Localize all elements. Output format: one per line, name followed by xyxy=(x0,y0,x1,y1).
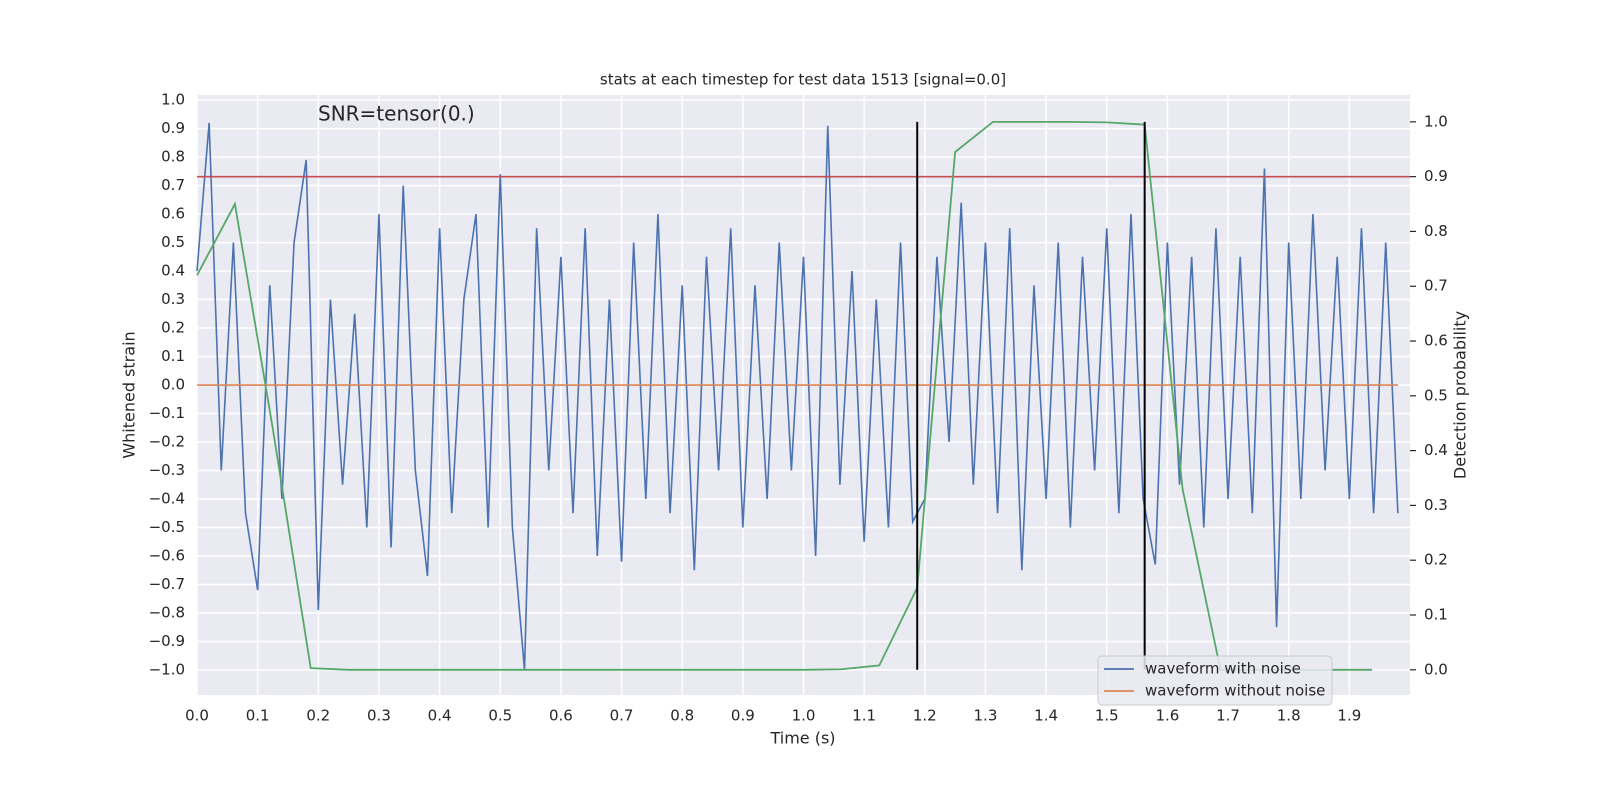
legend-label: waveform with noise xyxy=(1145,660,1301,678)
y-tick-label: −0.2 xyxy=(149,433,185,451)
x-tick-label: 1.8 xyxy=(1277,707,1301,725)
chart-title: stats at each timestep for test data 151… xyxy=(600,71,1006,89)
y-tick-label: −0.5 xyxy=(149,518,185,536)
y-tick-label: −0.1 xyxy=(149,404,185,422)
y2-tick-label: 0.3 xyxy=(1424,496,1448,514)
x-tick-label: 1.9 xyxy=(1337,707,1361,725)
x-axis-label: Time (s) xyxy=(769,729,835,748)
y-tick-label: −0.6 xyxy=(149,546,185,564)
y2-tick-label: 0.6 xyxy=(1424,332,1448,350)
y-tick-label: 0.4 xyxy=(161,262,185,280)
y-tick-label: 0.8 xyxy=(161,148,185,166)
y-axis-label: Whitened strain xyxy=(120,331,139,458)
y-tick-label: 0.0 xyxy=(161,376,185,394)
legend-label: waveform without noise xyxy=(1145,682,1325,700)
probability-line xyxy=(196,120,1373,671)
y2-tick-label: 0.5 xyxy=(1424,386,1448,404)
y-tick-label: 0.7 xyxy=(161,176,185,194)
y2-tick-label: 1.0 xyxy=(1424,112,1448,130)
x-tick-label: 0.0 xyxy=(185,707,209,725)
x-tick-label: 1.7 xyxy=(1216,707,1240,725)
y2-tick-label: 0.9 xyxy=(1424,167,1448,185)
x-tick-label: 1.4 xyxy=(1034,707,1058,725)
x-tick-label: 0.3 xyxy=(367,707,391,725)
x-tick-label: 1.2 xyxy=(913,707,937,725)
y-tick-label: −0.7 xyxy=(149,575,185,593)
y-tick-label: 0.1 xyxy=(161,347,185,365)
y-tick-label: −0.3 xyxy=(149,461,185,479)
series-line xyxy=(196,122,1399,670)
y2-tick-label: 0.4 xyxy=(1424,441,1448,459)
y-tick-label: 0.3 xyxy=(161,290,185,308)
x-tick-label: 0.5 xyxy=(488,707,512,725)
y2-tick-label: 0.0 xyxy=(1424,660,1448,678)
y2-tick-label: 0.8 xyxy=(1424,222,1448,240)
y-tick-label: 1.0 xyxy=(161,91,185,109)
y2-tick-label: 0.1 xyxy=(1424,606,1448,624)
y-tick-label: 0.6 xyxy=(161,205,185,223)
x-tick-label: 1.0 xyxy=(792,707,816,725)
y-tick-label: 0.9 xyxy=(161,119,185,137)
x-tick-label: 0.2 xyxy=(306,707,330,725)
x-tick-label: 1.6 xyxy=(1155,707,1179,725)
x-tick-label: 0.1 xyxy=(246,707,270,725)
y-tick-label: 0.5 xyxy=(161,233,185,251)
x-tick-label: 0.7 xyxy=(610,707,634,725)
annotation: SNR=tensor(0.) xyxy=(318,102,475,126)
legend-box xyxy=(1097,655,1333,706)
y2-tick-label: 0.7 xyxy=(1424,277,1448,295)
x-tick-label: 0.4 xyxy=(428,707,452,725)
y-tick-label: −0.9 xyxy=(149,632,185,650)
x-tick-label: 1.1 xyxy=(852,707,876,725)
y-tick-label: −0.4 xyxy=(149,489,185,507)
x-tick-label: 1.3 xyxy=(974,707,998,725)
x-tick-label: 0.9 xyxy=(731,707,755,725)
y-tick-label: −1.0 xyxy=(149,660,185,678)
y-tick-label: 0.2 xyxy=(161,319,185,337)
x-tick-label: 0.6 xyxy=(549,707,573,725)
x-tick-label: 0.8 xyxy=(670,707,694,725)
y2-axis-label: Detection probability xyxy=(1451,311,1470,479)
y-tick-label: −0.8 xyxy=(149,603,185,621)
x-tick-label: 1.5 xyxy=(1095,707,1119,725)
y2-tick-label: 0.2 xyxy=(1424,551,1448,569)
